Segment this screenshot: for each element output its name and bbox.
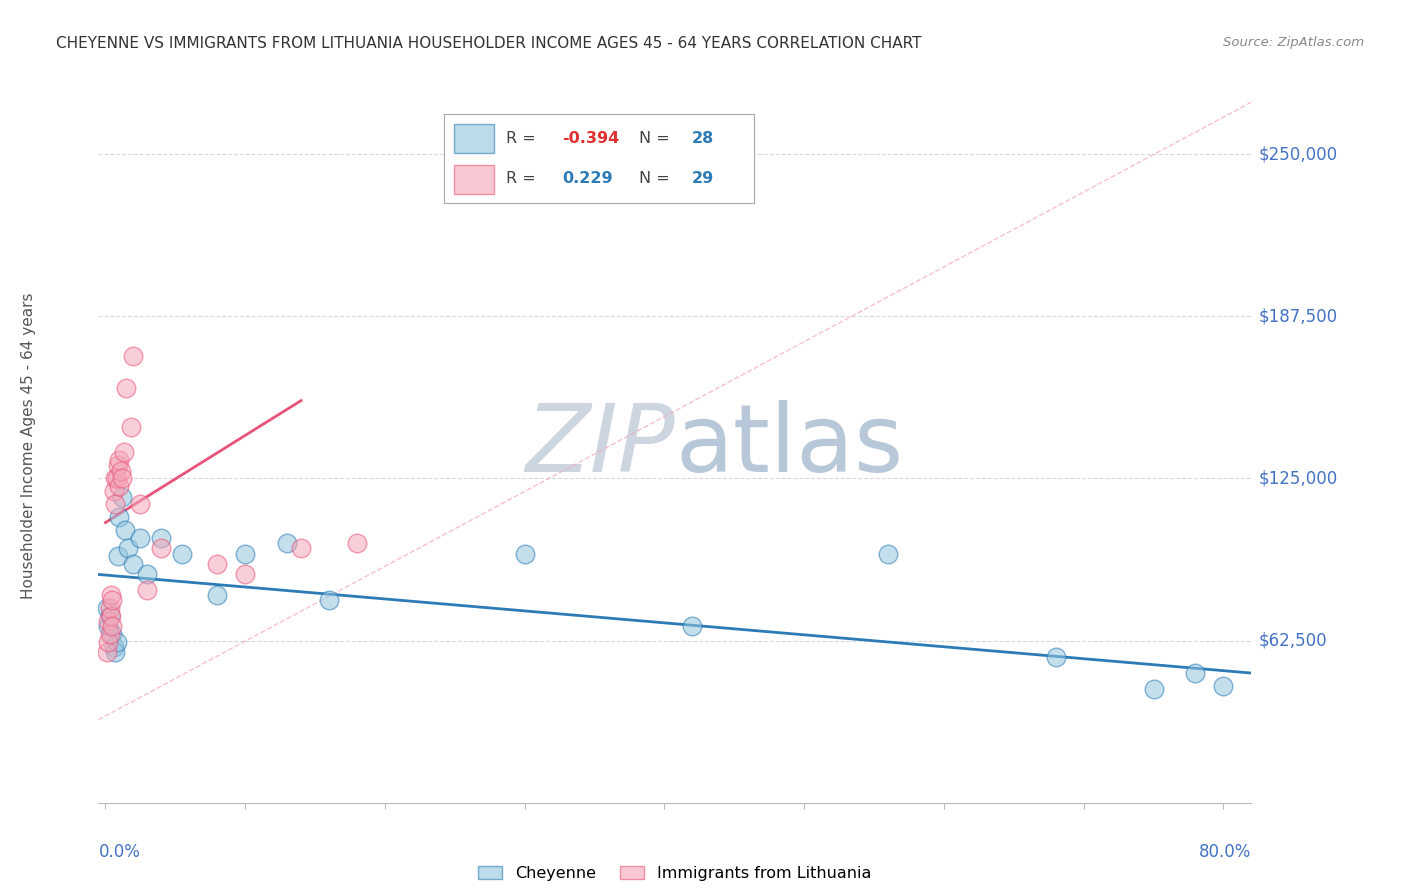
Text: 28: 28	[692, 131, 714, 146]
Point	[108, 453, 131, 467]
Text: N =: N =	[640, 171, 675, 186]
Text: atlas: atlas	[675, 400, 903, 492]
Text: $125,000: $125,000	[1258, 469, 1337, 487]
Point	[98, 609, 121, 624]
Point	[877, 547, 900, 561]
Point	[97, 614, 120, 628]
Point	[115, 381, 138, 395]
Point	[290, 541, 312, 556]
Point	[97, 619, 120, 633]
Point	[100, 588, 122, 602]
Text: 0.229: 0.229	[562, 171, 613, 186]
Point	[103, 484, 125, 499]
Text: Householder Income Ages 45 - 64 years: Householder Income Ages 45 - 64 years	[21, 293, 35, 599]
Point	[110, 464, 132, 478]
Point	[346, 536, 368, 550]
Text: $250,000: $250,000	[1258, 145, 1337, 163]
Point	[205, 557, 228, 571]
Point	[122, 557, 145, 571]
Point	[98, 601, 121, 615]
Point	[111, 471, 134, 485]
Point	[107, 458, 129, 473]
FancyBboxPatch shape	[454, 124, 494, 153]
Point	[107, 549, 129, 564]
Text: $62,500: $62,500	[1258, 632, 1327, 649]
Text: 0.0%: 0.0%	[98, 843, 141, 861]
Point	[276, 536, 298, 550]
Point	[136, 582, 159, 597]
Point	[318, 593, 340, 607]
Point	[97, 635, 120, 649]
Legend: Cheyenne, Immigrants from Lithuania: Cheyenne, Immigrants from Lithuania	[472, 860, 877, 888]
Point	[1212, 679, 1234, 693]
Point	[120, 419, 142, 434]
Point	[104, 645, 127, 659]
Point	[112, 445, 135, 459]
Point	[101, 619, 124, 633]
Text: R =: R =	[506, 131, 541, 146]
Point	[108, 479, 131, 493]
Point	[111, 490, 134, 504]
Text: R =: R =	[506, 171, 546, 186]
Point	[681, 619, 703, 633]
Point	[103, 640, 125, 654]
Point	[100, 609, 122, 624]
Point	[96, 601, 118, 615]
Point	[1045, 650, 1067, 665]
Point	[1184, 666, 1206, 681]
Point	[513, 547, 536, 561]
Point	[122, 350, 145, 364]
Text: ZIP: ZIP	[526, 401, 675, 491]
Point	[150, 541, 173, 556]
Point	[114, 524, 136, 538]
Point	[96, 645, 118, 659]
Text: CHEYENNE VS IMMIGRANTS FROM LITHUANIA HOUSEHOLDER INCOME AGES 45 - 64 YEARS CORR: CHEYENNE VS IMMIGRANTS FROM LITHUANIA HO…	[56, 36, 922, 51]
Text: $187,500: $187,500	[1258, 307, 1337, 326]
Point	[104, 497, 127, 511]
Point	[98, 627, 121, 641]
Point	[136, 567, 159, 582]
Point	[129, 497, 152, 511]
Point	[1142, 681, 1164, 696]
FancyBboxPatch shape	[454, 165, 494, 194]
Text: 29: 29	[692, 171, 714, 186]
Point	[117, 541, 139, 556]
Point	[233, 567, 256, 582]
Text: Source: ZipAtlas.com: Source: ZipAtlas.com	[1223, 36, 1364, 49]
Point	[233, 547, 256, 561]
Point	[101, 627, 124, 641]
Point	[150, 531, 173, 545]
Text: -0.394: -0.394	[562, 131, 619, 146]
Point	[101, 593, 124, 607]
Point	[104, 471, 127, 485]
Point	[105, 471, 128, 485]
Point	[129, 531, 152, 545]
Text: N =: N =	[640, 131, 675, 146]
Point	[105, 635, 128, 649]
Point	[108, 510, 131, 524]
Point	[172, 547, 194, 561]
Text: 80.0%: 80.0%	[1199, 843, 1251, 861]
Point	[205, 588, 228, 602]
